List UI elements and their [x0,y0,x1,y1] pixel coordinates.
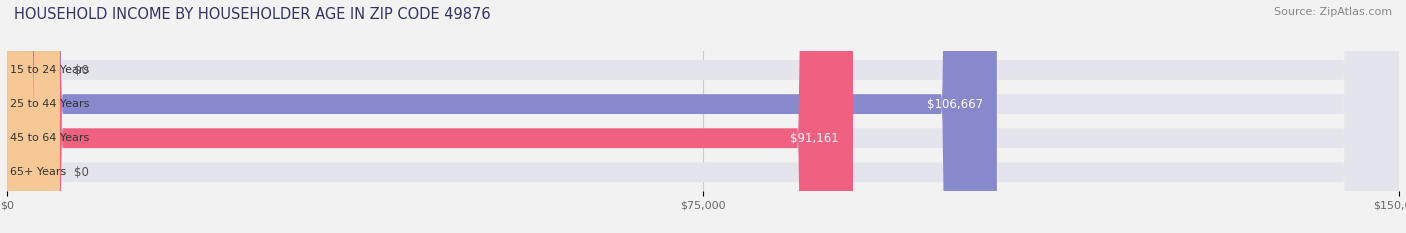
FancyBboxPatch shape [7,0,997,233]
Text: HOUSEHOLD INCOME BY HOUSEHOLDER AGE IN ZIP CODE 49876: HOUSEHOLD INCOME BY HOUSEHOLDER AGE IN Z… [14,7,491,22]
Text: 25 to 44 Years: 25 to 44 Years [10,99,89,109]
Text: $0: $0 [75,64,89,76]
Text: $106,667: $106,667 [927,98,983,111]
FancyBboxPatch shape [7,0,60,233]
FancyBboxPatch shape [7,0,60,233]
Text: $0: $0 [75,166,89,179]
Text: Source: ZipAtlas.com: Source: ZipAtlas.com [1274,7,1392,17]
FancyBboxPatch shape [7,0,1399,233]
FancyBboxPatch shape [7,0,1399,233]
Text: $91,161: $91,161 [790,132,839,145]
Text: 65+ Years: 65+ Years [10,167,66,177]
FancyBboxPatch shape [7,0,853,233]
FancyBboxPatch shape [7,0,1399,233]
Text: 45 to 64 Years: 45 to 64 Years [10,133,89,143]
Text: 15 to 24 Years: 15 to 24 Years [10,65,89,75]
FancyBboxPatch shape [7,0,1399,233]
